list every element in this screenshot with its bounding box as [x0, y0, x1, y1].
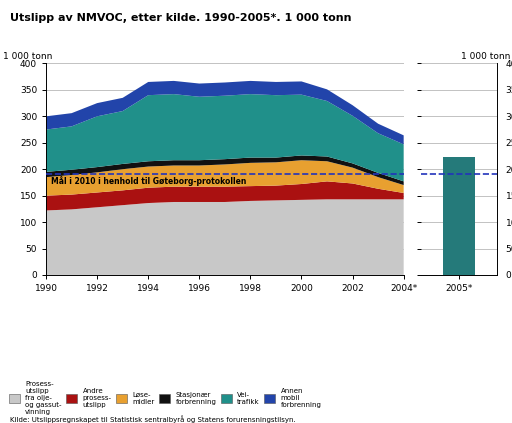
Bar — [443, 157, 475, 275]
Legend: Prosess-
utslipp
fra olje-
og gassut-
vinning, Andre
prosess-
utslipp, Løse-
mid: Prosess- utslipp fra olje- og gassut- vi… — [9, 381, 322, 415]
Text: Kilde: Utslippsregnskapet til Statistisk sentralbyrå og Statens forurensningstil: Kilde: Utslippsregnskapet til Statistisk… — [10, 415, 296, 423]
Text: Mål i 2010 i henhold til Gøteborg-protokollen: Mål i 2010 i henhold til Gøteborg-protok… — [51, 176, 247, 186]
Text: Utslipp av NMVOC, etter kilde. 1990-2005*. 1 000 tonn: Utslipp av NMVOC, etter kilde. 1990-2005… — [10, 13, 352, 23]
Text: 1 000 tonn: 1 000 tonn — [3, 52, 53, 61]
Text: 1 000 tonn: 1 000 tonn — [461, 52, 510, 61]
